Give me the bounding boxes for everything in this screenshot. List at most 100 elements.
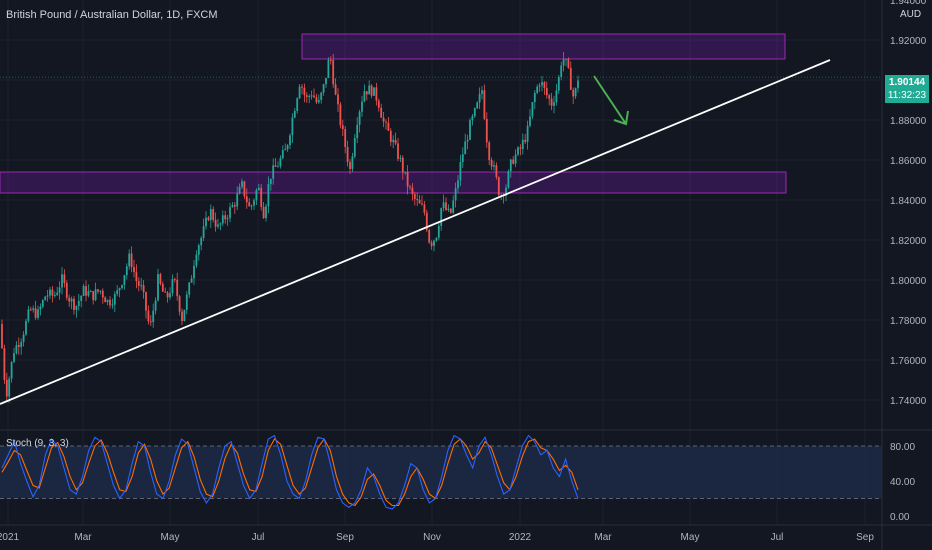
candle-up [77, 300, 80, 306]
stoch-tick-label: 40.00 [890, 477, 915, 488]
candle-up [195, 254, 198, 266]
candle-down [445, 202, 447, 210]
stoch-k-line [1, 434, 579, 510]
candle-up [531, 102, 534, 117]
candle-down [569, 67, 572, 90]
candle-down [421, 203, 423, 205]
candle-up [536, 86, 539, 93]
grid [0, 0, 882, 525]
candle-up [555, 90, 558, 103]
candle-up [154, 300, 157, 311]
time-tick-label: Nov [423, 532, 441, 543]
candle-up [529, 116, 531, 126]
stoch-tick-label: 80.00 [890, 442, 915, 453]
candle-up [440, 208, 443, 226]
candle-up [509, 159, 512, 172]
candle-up [157, 274, 159, 301]
candle-up [478, 93, 481, 103]
candle-up [557, 76, 560, 91]
candle-down [181, 311, 183, 321]
candle-up [553, 102, 555, 106]
candle-down [332, 60, 335, 85]
candle-up [140, 285, 143, 287]
candle-up [58, 287, 61, 293]
candle-up [82, 286, 85, 296]
candle-down [490, 159, 493, 167]
price-tick-label: 1.78000 [890, 316, 927, 327]
candle-down [233, 205, 236, 207]
candle-down [344, 129, 347, 148]
candle-up [289, 135, 291, 146]
candle-down [380, 107, 383, 118]
candle-up [447, 208, 450, 210]
candle-up [152, 310, 155, 322]
time-tick-label: Jul [771, 532, 784, 543]
candle-down [243, 181, 246, 197]
candle-down [397, 143, 399, 159]
candle-down [34, 308, 37, 318]
candle-up [356, 124, 359, 139]
candle-up [190, 278, 193, 283]
candle-up [8, 378, 11, 397]
candle-up [459, 162, 462, 181]
candle-up [236, 193, 239, 207]
candle-down [385, 121, 387, 123]
bar-countdown: 11:32:23 [887, 90, 927, 101]
candle-down [214, 219, 217, 227]
candle-down [413, 194, 416, 199]
candle-down [301, 86, 303, 88]
candle-up [454, 188, 457, 201]
candle-up [473, 108, 476, 117]
candle-up [507, 171, 510, 188]
candle-up [399, 157, 402, 159]
candle-up [272, 165, 275, 179]
price-tick-label: 1.92000 [890, 36, 927, 47]
candle-down [248, 202, 251, 207]
candle-up [281, 150, 284, 159]
candle-up [250, 205, 253, 207]
time-axis[interactable]: 2021 Mar May Jul Sep Nov 2022 Mar May Jul Sep [0, 524, 932, 543]
candle-down [545, 87, 548, 96]
candle-down [406, 171, 409, 187]
candle-down [567, 58, 570, 68]
candle-up [193, 265, 195, 279]
candle-up [433, 240, 435, 246]
candle-up [373, 87, 375, 96]
candle-up [121, 285, 123, 289]
candle-up [111, 304, 114, 306]
candle-down [315, 97, 318, 103]
candle-down [159, 274, 162, 284]
candle-up [514, 154, 517, 164]
candle-down [305, 95, 308, 97]
candle-down [164, 291, 167, 293]
candle-up [20, 341, 23, 347]
candle-down [142, 285, 145, 293]
candle-down [137, 281, 140, 286]
down-arrow-shaft [593, 75, 627, 125]
time-tick-label: 2022 [509, 532, 532, 543]
candle-up [118, 288, 121, 291]
candle-up [560, 65, 563, 77]
candle-up [116, 290, 119, 295]
candle-down [337, 94, 339, 105]
candle-down [512, 159, 515, 164]
candle-down [109, 299, 111, 306]
candle-down [341, 125, 344, 130]
stoch-band [0, 446, 882, 499]
zones [0, 33, 787, 194]
candle-up [265, 206, 267, 219]
candle-up [200, 237, 203, 246]
candle-down [375, 87, 378, 101]
candle-down [262, 206, 265, 219]
candle-up [197, 245, 200, 255]
time-tick-label: May [681, 532, 700, 543]
candle-up [205, 217, 207, 227]
candle-down [401, 157, 404, 173]
candle-down [519, 147, 522, 149]
candle-down [224, 215, 227, 220]
candle-up [113, 294, 116, 305]
candle-up [296, 98, 299, 111]
candle-up [353, 138, 356, 157]
candle-down [1, 324, 3, 349]
